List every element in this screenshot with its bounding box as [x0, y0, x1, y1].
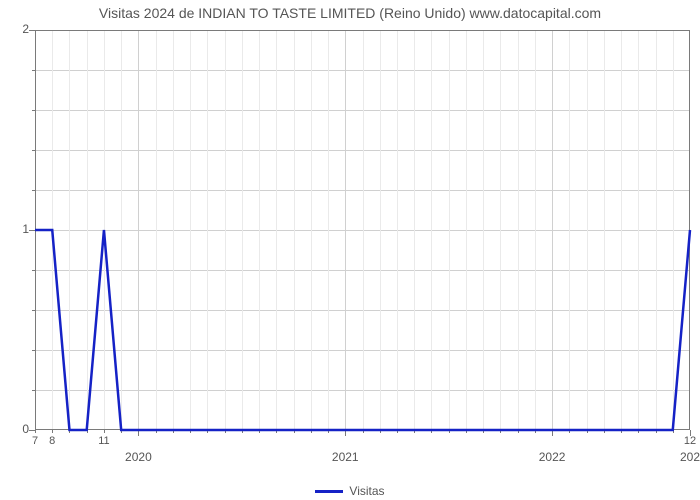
x-tick-label: 2022 — [539, 450, 566, 464]
x-minor-tick-label: 7 — [32, 435, 38, 447]
x-minor-tick-mark — [52, 430, 53, 433]
x-minor-tick-label: 8 — [49, 435, 55, 447]
x-tick-label: 202 — [680, 450, 700, 464]
y-tick-label: 2 — [9, 22, 29, 36]
chart-container: 012202020212022202781112 — [0, 25, 700, 500]
x-minor-tick-label: 11 — [98, 435, 109, 447]
legend-swatch — [315, 490, 343, 493]
x-tick-label: 2020 — [125, 450, 152, 464]
series-line — [35, 30, 690, 430]
x-minor-tick-mark — [35, 430, 36, 433]
x-minor-tick-label: 12 — [684, 435, 696, 447]
x-minor-tick-mark — [104, 430, 105, 433]
y-tick-label: 0 — [9, 422, 29, 436]
chart-title: Visitas 2024 de INDIAN TO TASTE LIMITED … — [0, 5, 700, 21]
x-tick-label: 2021 — [332, 450, 359, 464]
y-tick-label: 1 — [9, 222, 29, 236]
legend: Visitas — [0, 484, 700, 498]
legend-label: Visitas — [349, 484, 384, 498]
